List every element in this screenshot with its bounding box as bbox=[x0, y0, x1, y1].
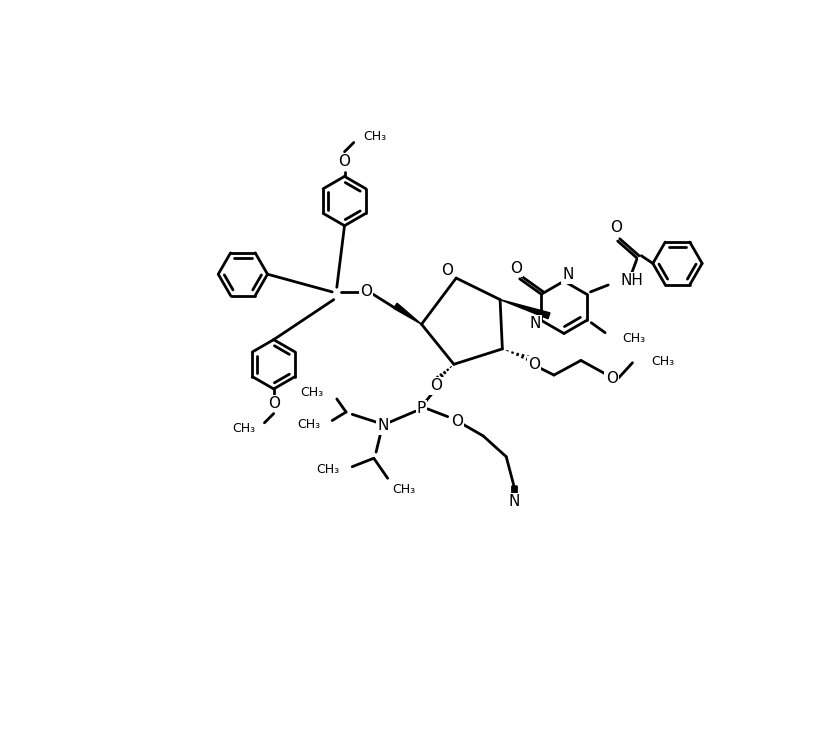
Text: NH: NH bbox=[621, 273, 643, 288]
Text: O: O bbox=[441, 263, 453, 278]
Text: P: P bbox=[417, 402, 426, 416]
Text: CH₃: CH₃ bbox=[232, 422, 255, 436]
Text: O: O bbox=[606, 372, 618, 387]
Text: CH₃: CH₃ bbox=[622, 332, 645, 346]
Polygon shape bbox=[500, 299, 550, 319]
Polygon shape bbox=[393, 303, 422, 324]
Text: O: O bbox=[430, 378, 442, 393]
Text: CH₃: CH₃ bbox=[316, 463, 339, 475]
Text: O: O bbox=[451, 413, 463, 429]
Text: O: O bbox=[610, 221, 622, 235]
Text: O: O bbox=[268, 396, 280, 411]
Text: CH₃: CH₃ bbox=[300, 385, 324, 399]
Text: N: N bbox=[562, 267, 574, 282]
Text: CH₃: CH₃ bbox=[393, 484, 415, 496]
Text: N: N bbox=[508, 494, 520, 509]
Text: O: O bbox=[510, 261, 522, 276]
Text: CH₃: CH₃ bbox=[651, 355, 674, 368]
Text: N: N bbox=[530, 316, 541, 331]
Text: O: O bbox=[339, 154, 350, 169]
Text: O: O bbox=[360, 285, 372, 299]
Text: O: O bbox=[528, 357, 540, 372]
Text: N: N bbox=[378, 419, 388, 434]
Text: CH₃: CH₃ bbox=[363, 130, 386, 143]
Text: CH₃: CH₃ bbox=[297, 418, 320, 431]
